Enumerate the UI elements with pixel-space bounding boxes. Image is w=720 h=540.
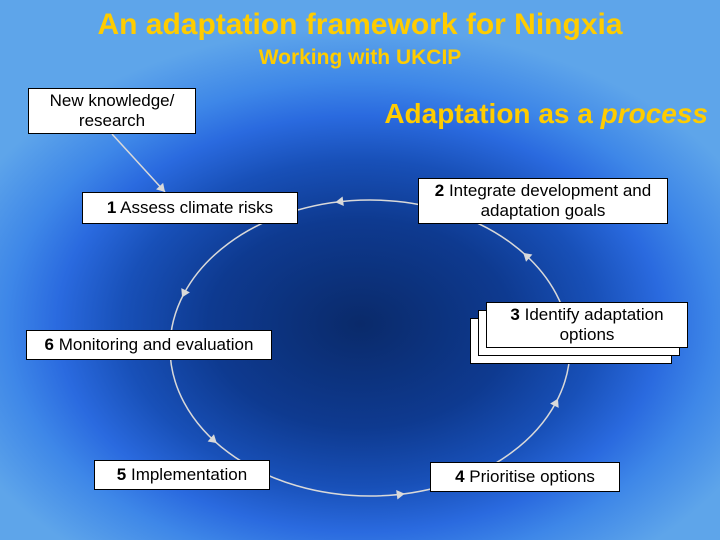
cycle-diagram bbox=[0, 0, 720, 540]
box-new-knowledge: New knowledge/research bbox=[28, 88, 196, 134]
box-step-1-text: 1 Assess climate risks bbox=[107, 198, 273, 218]
box-step-1: 1 Assess climate risks bbox=[82, 192, 298, 224]
box-step-4-text: 4 Prioritise options bbox=[455, 467, 595, 487]
box-step-5: 5 Implementation bbox=[94, 460, 270, 490]
box-step-6-text: 6 Monitoring and evaluation bbox=[45, 335, 254, 355]
box-step-2: 2 Integrate development andadaptation go… bbox=[418, 178, 668, 224]
box-step-5-text: 5 Implementation bbox=[117, 465, 247, 485]
box-step-2-text: 2 Integrate development andadaptation go… bbox=[435, 181, 651, 220]
box-step-3: 3 Identify adaptationoptions bbox=[486, 302, 688, 348]
box-new-knowledge-label: New knowledge/research bbox=[50, 91, 175, 130]
box-step-6: 6 Monitoring and evaluation bbox=[26, 330, 272, 360]
box-step-3-text: 3 Identify adaptationoptions bbox=[510, 305, 663, 344]
box-step-4: 4 Prioritise options bbox=[430, 462, 620, 492]
